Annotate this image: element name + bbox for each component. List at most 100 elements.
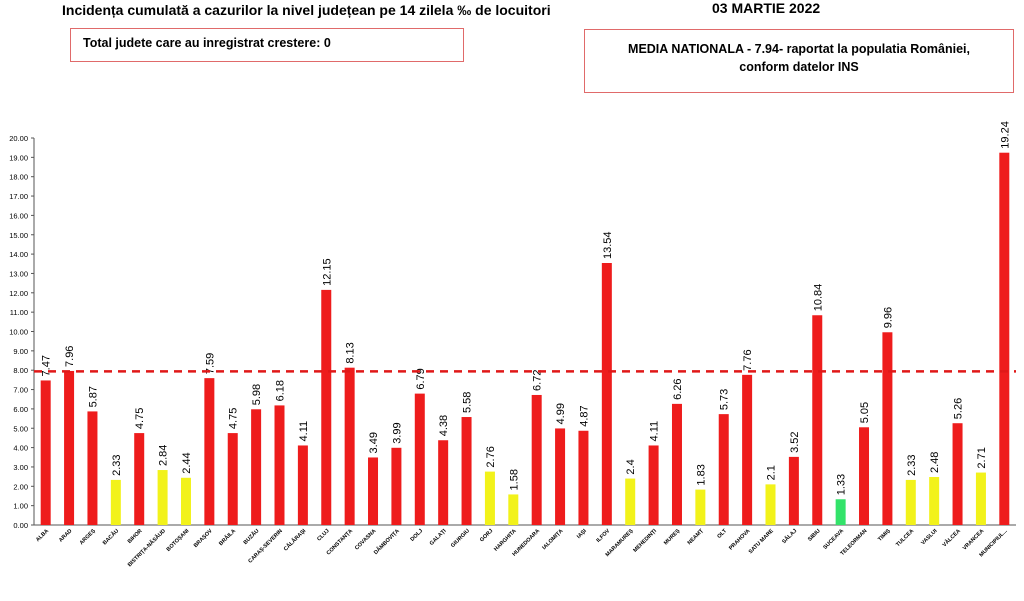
- data-label: 4.99: [555, 403, 567, 424]
- y-tick-label: 19.00: [9, 153, 28, 162]
- x-tick-label: VASLUI: [920, 528, 939, 547]
- y-tick-label: 10.00: [9, 328, 28, 337]
- bar: [508, 494, 519, 525]
- data-label: 2.84: [158, 445, 170, 466]
- bar: [110, 479, 121, 525]
- bar: [555, 428, 566, 525]
- bar: [812, 315, 823, 525]
- data-label: 10.84: [812, 284, 824, 312]
- bar: [438, 440, 449, 525]
- increase-summary-text: Total judete care au inregistrat crester…: [83, 36, 331, 50]
- bar: [344, 367, 355, 525]
- data-label: 1.58: [508, 469, 520, 490]
- data-label: 6.79: [415, 368, 427, 389]
- y-tick-label: 4.00: [13, 444, 28, 453]
- x-tick-label: SIBIU: [807, 528, 822, 543]
- report-date: 03 MARTIE 2022: [712, 0, 821, 16]
- x-tick-label: HARGHITA: [493, 528, 517, 552]
- bar: [297, 445, 308, 525]
- y-tick-label: 18.00: [9, 173, 28, 182]
- y-tick-label: 11.00: [10, 308, 28, 317]
- data-label: 3.49: [368, 432, 380, 453]
- x-tick-label: CLUJ: [316, 528, 330, 542]
- bar: [157, 470, 168, 525]
- bar: [321, 289, 332, 525]
- data-label: 7.47: [41, 355, 53, 376]
- data-label: 13.54: [602, 231, 614, 259]
- data-label: 2.33: [111, 454, 123, 475]
- bar: [578, 430, 589, 525]
- x-tick-label: BACĂU: [101, 527, 120, 546]
- data-label: 6.72: [532, 370, 544, 391]
- data-label: 1.83: [695, 464, 707, 485]
- data-label: 4.38: [438, 415, 450, 436]
- y-tick-label: 16.00: [9, 211, 28, 220]
- x-tick-label: SUCEAVA: [822, 528, 845, 551]
- y-tick-label: 3.00: [13, 463, 28, 472]
- data-label: 1.33: [836, 474, 848, 495]
- data-label: 4.87: [578, 405, 590, 426]
- bar: [835, 499, 846, 525]
- y-tick-label: 5.00: [13, 424, 28, 433]
- data-label: 3.52: [789, 431, 801, 452]
- data-label: 6.26: [672, 378, 684, 399]
- data-label: 8.13: [345, 342, 357, 363]
- x-tick-label: BRĂILA: [218, 527, 238, 547]
- y-tick-label: 8.00: [13, 366, 28, 375]
- bar: [671, 403, 682, 525]
- y-tick-label: 14.00: [9, 250, 28, 259]
- y-tick-label: 20.00: [9, 134, 28, 143]
- x-tick-label: VÂLCEA: [941, 527, 962, 548]
- x-tick-label: PRAHOVA: [728, 528, 751, 551]
- x-tick-label: GIURGIU: [450, 528, 471, 549]
- chart-title: Incidența cumulată a cazurilor la nivel …: [62, 2, 551, 18]
- y-tick-label: 9.00: [13, 347, 28, 356]
- bar: [87, 411, 98, 525]
- data-label: 4.75: [228, 408, 240, 429]
- data-label: 9.96: [882, 307, 894, 328]
- x-tick-label: TIMIȘ: [877, 528, 892, 543]
- bar: [905, 479, 916, 525]
- bar: [882, 332, 893, 525]
- data-label: 5.26: [953, 398, 965, 419]
- x-tick-label: DOLJ: [410, 528, 425, 543]
- bar: [859, 427, 870, 525]
- y-tick-label: 7.00: [13, 386, 28, 395]
- bar: [40, 380, 51, 525]
- data-label: 5.87: [87, 386, 99, 407]
- x-tick-label: OLT: [716, 528, 728, 540]
- y-tick-label: 6.00: [13, 405, 28, 414]
- y-tick-label: 0.00: [13, 521, 28, 530]
- bar: [975, 472, 986, 525]
- x-tick-label: MEHEDINȚI: [632, 528, 658, 554]
- bar: [64, 370, 75, 525]
- national-average-box: MEDIA NATIONALA - 7.94- raportat la popu…: [584, 29, 1014, 93]
- national-average-line1: MEDIA NATIONALA - 7.94- raportat la popu…: [628, 42, 970, 56]
- x-tick-label: ARGEȘ: [79, 528, 97, 546]
- data-label: 2.71: [976, 447, 988, 468]
- bar: [227, 433, 238, 525]
- data-label: 2.33: [906, 454, 918, 475]
- y-tick-label: 17.00: [9, 192, 28, 201]
- x-tick-label: IALOMIȚA: [541, 528, 564, 551]
- x-tick-label: BUZĂU: [242, 527, 261, 546]
- data-label: 19.24: [999, 121, 1011, 149]
- data-label: 6.18: [275, 380, 287, 401]
- data-label: 2.48: [929, 452, 941, 473]
- x-tick-label: IAȘI: [576, 528, 588, 540]
- bar: [204, 378, 215, 525]
- x-tick-label: SATU MARE: [748, 528, 775, 555]
- bar: [601, 263, 612, 525]
- data-label: 12.15: [321, 258, 333, 286]
- x-tick-label: ARAD: [58, 528, 73, 543]
- bar: [765, 484, 776, 525]
- data-label: 3.99: [391, 422, 403, 443]
- bar: [134, 433, 145, 525]
- data-label: 2.76: [485, 446, 497, 467]
- y-tick-label: 13.00: [9, 269, 28, 278]
- x-tick-label: COVASNA: [354, 528, 377, 551]
- x-tick-label: VRANCEA: [962, 528, 985, 551]
- x-tick-label: GORJ: [479, 528, 494, 543]
- y-tick-label: 2.00: [13, 482, 28, 491]
- data-label: 5.73: [719, 389, 731, 410]
